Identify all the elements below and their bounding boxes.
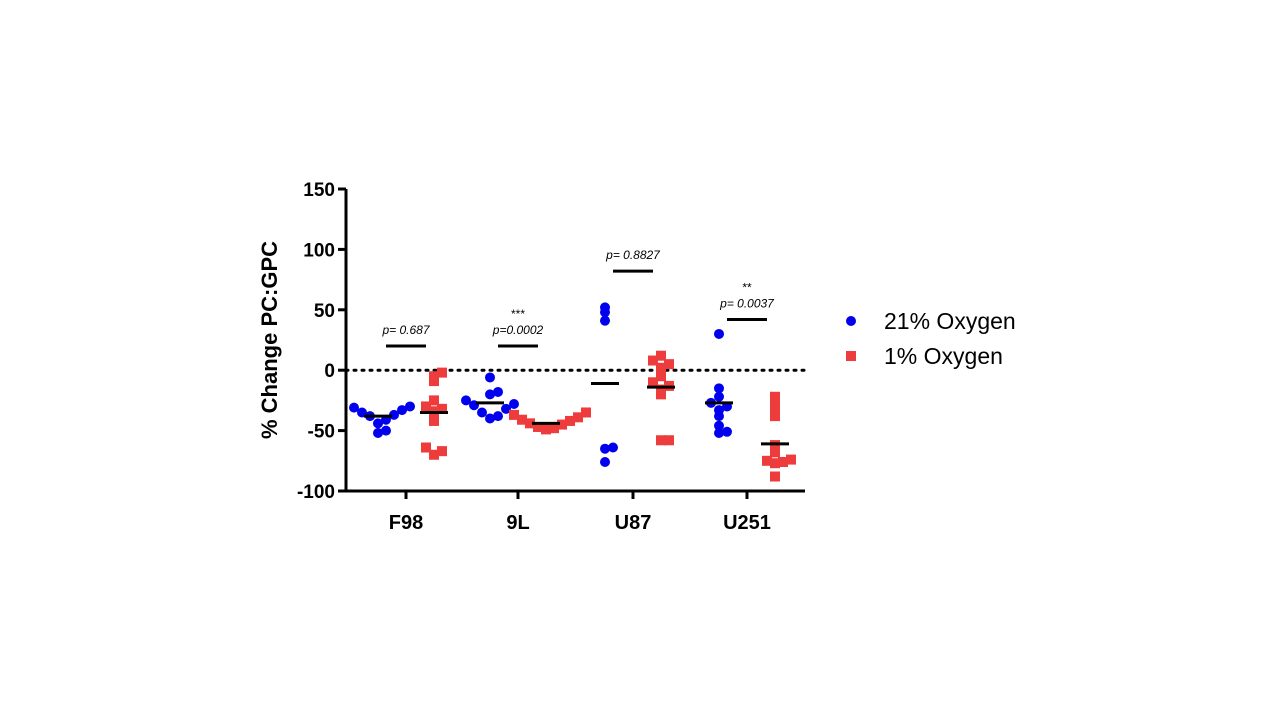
legend: 21% Oxygen 1% Oxygen — [846, 308, 1016, 369]
point-1-oxygen — [786, 454, 796, 465]
point-21-oxygen — [714, 428, 724, 439]
point-21-oxygen — [714, 405, 724, 416]
point-1-oxygen — [778, 457, 788, 468]
point-21-oxygen — [349, 402, 359, 413]
point-1-oxygen — [429, 415, 439, 426]
point-21-oxygen — [405, 401, 415, 412]
point-21-oxygen — [485, 389, 495, 400]
p-value-label: p=0.0002 — [492, 323, 544, 337]
point-1-oxygen — [437, 403, 447, 414]
y-tick-label: 0 — [324, 361, 335, 382]
point-21-oxygen — [485, 413, 495, 424]
axes: 150 100 50 0 -50 -100 F98 9L U87 U251 — [297, 180, 807, 534]
point-1-oxygen — [549, 423, 559, 434]
y-tick-label: 150 — [303, 180, 335, 201]
point-1-oxygen — [509, 409, 519, 420]
x-tick-label-u87: U87 — [615, 512, 652, 534]
point-1-oxygen — [656, 350, 666, 361]
point-1-oxygen — [517, 414, 527, 425]
point-1-oxygen — [656, 435, 666, 446]
point-21-oxygen — [373, 418, 383, 429]
point-1-oxygen — [429, 371, 439, 382]
y-tick-label: -50 — [308, 422, 335, 443]
point-21-oxygen — [493, 411, 503, 422]
point-1-oxygen — [656, 371, 666, 382]
point-1-oxygen — [770, 458, 780, 469]
legend-marker-1-oxygen — [846, 351, 856, 361]
y-tick-label: 100 — [303, 240, 335, 261]
p-value-label: p= 0.0037 — [719, 296, 775, 310]
point-21-oxygen — [509, 399, 519, 410]
point-21-oxygen — [608, 442, 618, 453]
point-1-oxygen — [421, 442, 431, 453]
p-value-label: p= 0.687 — [381, 323, 430, 337]
point-21-oxygen — [381, 425, 391, 436]
point-1-oxygen — [762, 455, 772, 466]
point-1-oxygen — [429, 449, 439, 460]
point-21-oxygen — [477, 407, 487, 418]
point-1-oxygen — [429, 395, 439, 406]
point-21-oxygen — [600, 443, 610, 454]
point-1-oxygen — [770, 447, 780, 458]
point-21-oxygen — [600, 302, 610, 313]
x-tick-label-f98: F98 — [389, 512, 423, 534]
point-21-oxygen — [600, 315, 610, 326]
point-21-oxygen — [373, 428, 383, 439]
point-21-oxygen — [461, 395, 471, 406]
point-1-oxygen — [437, 446, 447, 457]
point-1-oxygen — [770, 471, 780, 482]
legend-marker-21-oxygen — [846, 316, 856, 326]
point-1-oxygen — [557, 419, 567, 430]
significance-stars: *** — [511, 307, 525, 321]
point-21-oxygen — [501, 403, 511, 414]
point-21-oxygen — [485, 372, 495, 383]
point-1-oxygen — [581, 407, 591, 418]
point-1-oxygen — [573, 412, 583, 423]
point-21-oxygen — [714, 328, 724, 339]
legend-label: 21% Oxygen — [884, 308, 1016, 334]
point-21-oxygen — [600, 457, 610, 468]
significance-stars: ** — [742, 280, 752, 294]
point-1-oxygen — [656, 362, 666, 373]
point-1-oxygen — [664, 359, 674, 370]
point-21-oxygen — [714, 383, 724, 394]
point-21-oxygen — [493, 386, 503, 397]
point-1-oxygen — [770, 401, 780, 412]
p-value-label: p= 0.8827 — [605, 248, 661, 262]
y-tick-label: -100 — [297, 482, 335, 503]
point-1-oxygen — [664, 435, 674, 446]
point-1-oxygen — [770, 391, 780, 402]
point-1-oxygen — [565, 415, 575, 426]
point-21-oxygen — [714, 420, 724, 431]
y-tick-label: 50 — [314, 301, 335, 322]
point-1-oxygen — [648, 377, 658, 388]
point-1-oxygen — [541, 424, 551, 435]
data-points — [349, 302, 796, 482]
point-1-oxygen — [656, 384, 666, 395]
point-1-oxygen — [648, 355, 658, 366]
point-1-oxygen — [437, 367, 447, 378]
point-1-oxygen — [421, 401, 431, 412]
point-21-oxygen — [397, 405, 407, 416]
point-21-oxygen — [722, 426, 732, 437]
point-1-oxygen — [533, 421, 543, 432]
point-1-oxygen — [525, 418, 535, 429]
legend-label: 1% Oxygen — [884, 343, 1003, 369]
significance-annotations: p= 0.687 p=0.0002 *** p= 0.8827 p= 0.0037 ** — [381, 248, 775, 348]
point-1-oxygen — [770, 411, 780, 422]
y-axis-label: % Change PC:GPC — [257, 241, 282, 439]
x-tick-label-u251: U251 — [723, 512, 771, 534]
point-21-oxygen — [714, 391, 724, 402]
x-tick-label-9l: 9L — [506, 512, 529, 534]
